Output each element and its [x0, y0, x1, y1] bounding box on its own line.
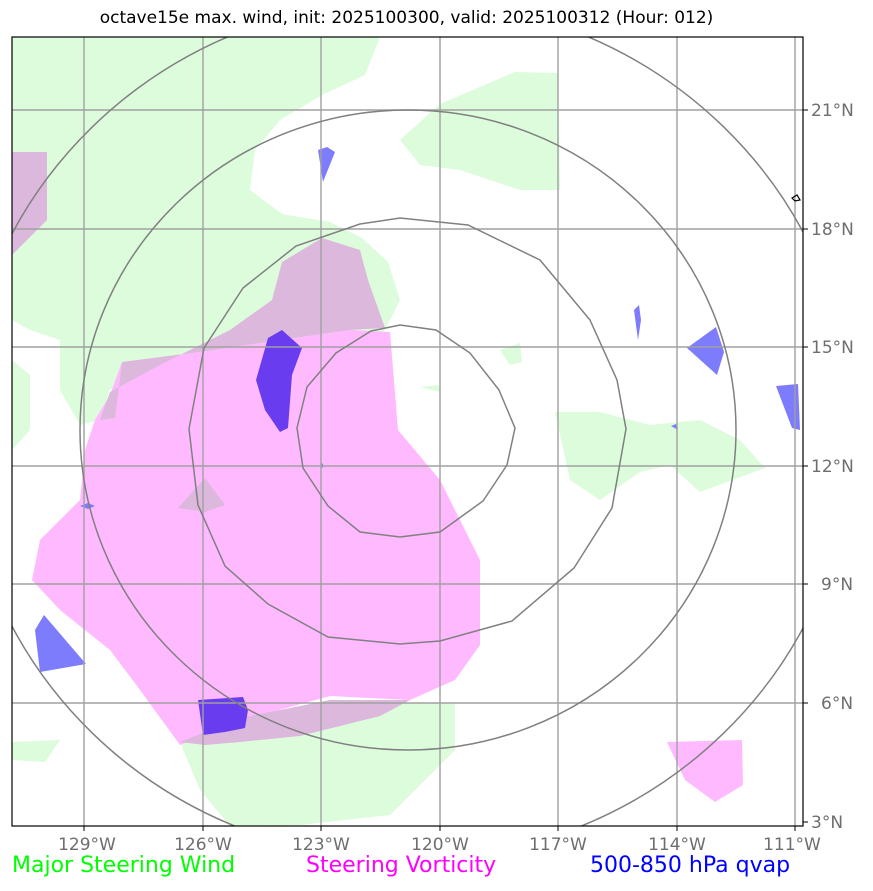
lat-label: 12°N	[811, 457, 854, 477]
wind-region-west-edge	[12, 360, 30, 450]
wind-region-small-1	[500, 343, 522, 365]
wind-region-small-2	[420, 385, 440, 392]
lon-label: 111°W	[763, 835, 821, 855]
chart-title: octave15e max. wind, init: 2025100300, v…	[99, 8, 714, 28]
range-ring-2	[188, 217, 627, 645]
map-frame	[11, 36, 804, 827]
lon-label: 129°W	[58, 835, 116, 855]
lat-label: 3°N	[811, 813, 843, 833]
lon-label: 120°W	[411, 835, 469, 855]
qvap-region-east	[687, 327, 724, 375]
longitude-labels: 129°W 126°W 123°W 120°W 117°W 114°W 111°…	[58, 835, 821, 855]
lon-label: 126°W	[174, 835, 232, 855]
qvap-region-center	[256, 330, 302, 432]
wind-region-southwest-edge	[12, 740, 60, 762]
tick-marks	[83, 109, 808, 831]
overlap-region-southwest	[178, 478, 225, 512]
range-rings	[12, 37, 803, 826]
legend-major-steering-wind: Major Steering Wind	[12, 853, 236, 878]
latitude-labels: 21°N 18°N 15°N 12°N 9°N 6°N 3°N	[811, 101, 854, 833]
lat-label: 15°N	[811, 338, 854, 358]
lat-label: 18°N	[811, 220, 854, 240]
overlap-region-north	[100, 238, 385, 420]
overlap-region-south	[180, 700, 410, 745]
coastline-fragment	[791, 194, 801, 202]
legend-steering-vorticity: Steering Vorticity	[306, 853, 497, 878]
wind-region-east-center	[555, 412, 765, 500]
qvap-region-far-east	[776, 384, 800, 430]
vorticity-region-southeast	[667, 740, 743, 802]
qvap-region-southwest	[35, 615, 86, 672]
lat-label: 6°N	[821, 694, 853, 714]
qvap-region-tiny-2	[671, 424, 678, 430]
wind-region-north-center	[400, 72, 560, 190]
qvap-regions	[35, 147, 800, 735]
legend-qvap: 500-850 hPa qvap	[590, 853, 791, 878]
qvap-region-north	[318, 147, 335, 182]
range-ring-1	[296, 324, 516, 538]
qvap-region-small-east	[634, 305, 641, 340]
lon-label: 114°W	[648, 835, 706, 855]
lat-label: 21°N	[811, 101, 854, 121]
lon-label: 117°W	[529, 835, 587, 855]
qvap-region-tiny-1	[80, 503, 95, 509]
lon-label: 123°W	[292, 835, 350, 855]
qvap-region-south	[198, 697, 248, 735]
lat-label: 9°N	[821, 575, 853, 595]
map-area	[12, 37, 803, 826]
range-ring-3	[79, 109, 737, 751]
